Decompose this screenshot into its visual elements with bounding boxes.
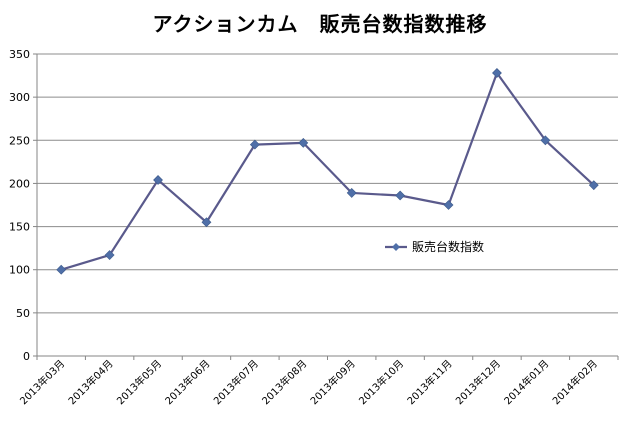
- x-tick-label: 2013年11月: [404, 357, 454, 407]
- chart-title: アクションカム 販売台数指数推移: [152, 12, 488, 36]
- x-tick-label: 2014年01月: [501, 357, 551, 407]
- y-tick-label: 100: [9, 264, 30, 277]
- data-point-marker: [492, 68, 502, 78]
- y-tick-label: 350: [9, 48, 30, 61]
- x-tick-label: 2013年04月: [65, 357, 115, 407]
- data-point-marker: [153, 175, 163, 185]
- y-tick-label: 150: [9, 221, 30, 234]
- x-tick-label: 2014年02月: [550, 357, 600, 407]
- data-point-marker: [298, 137, 309, 148]
- x-tick-label: 2013年12月: [453, 357, 503, 407]
- data-point-marker: [249, 139, 260, 150]
- legend-marker-swatch: [392, 243, 400, 251]
- x-tick-labels: 2013年03月 2013年04月 2013年05月 2013年06月 2013年07月…: [17, 357, 600, 407]
- y-tick-label: 50: [16, 307, 30, 320]
- data-point-marker: [540, 135, 551, 146]
- x-tick-label: 2013年03月: [17, 357, 67, 407]
- data-point-marker: [395, 190, 406, 201]
- legend-label: 販売台数指数: [412, 239, 484, 254]
- data-point-marker: [443, 200, 454, 210]
- data-point-marker: [56, 264, 67, 275]
- data-point-marker: [346, 187, 357, 198]
- x-tick-label: 2013年09月: [307, 357, 357, 407]
- series-layer: [56, 68, 599, 275]
- x-tick-label: 2013年08月: [259, 357, 309, 407]
- data-point-marker: [588, 180, 599, 191]
- gridlines: [37, 53, 618, 314]
- x-tick-label: 2013年06月: [162, 357, 212, 407]
- data-point-marker: [104, 250, 115, 260]
- data-point-marker: [201, 217, 212, 228]
- y-tick-label: 200: [9, 177, 30, 190]
- x-tick-label: 2013年10月: [356, 357, 406, 407]
- x-tick-label: 2013年07月: [211, 357, 261, 407]
- series-line: [60, 71, 595, 271]
- y-tick-label: 300: [9, 91, 30, 104]
- axes: [33, 53, 619, 360]
- legend: 販売台数指数: [385, 239, 484, 254]
- y-tick-label: 0: [23, 350, 30, 363]
- y-tick-label: 250: [9, 134, 30, 147]
- y-tick-labels: 0 50 100 150 200 250 300 350: [9, 48, 30, 363]
- x-tick-label: 2013年05月: [114, 357, 164, 407]
